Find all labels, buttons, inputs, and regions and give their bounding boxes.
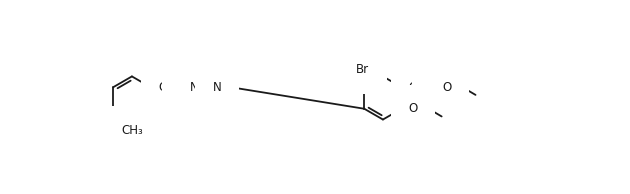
Text: O: O (158, 81, 168, 94)
Text: O: O (442, 81, 452, 94)
Text: N: N (212, 81, 221, 94)
Text: NH: NH (190, 81, 207, 94)
Text: CH₃: CH₃ (121, 124, 143, 137)
Text: O: O (408, 81, 418, 94)
Text: O: O (180, 68, 189, 81)
Text: Br: Br (356, 63, 369, 76)
Text: O: O (408, 102, 418, 115)
Text: O: O (430, 68, 439, 81)
